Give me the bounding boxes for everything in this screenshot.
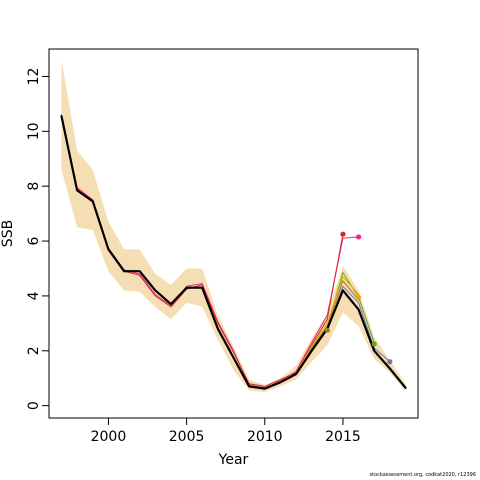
y-tick-label: 8 bbox=[26, 182, 42, 191]
y-axis: 0 2 4 6 8 10 12 bbox=[26, 68, 50, 410]
x-axis-label: Year bbox=[218, 452, 249, 468]
series-layer bbox=[60, 114, 407, 390]
y-tick-label: 0 bbox=[26, 401, 42, 410]
x-tick-label: 2000 bbox=[91, 429, 127, 445]
end-point-4 bbox=[355, 294, 362, 300]
end-point-2 bbox=[355, 234, 362, 240]
ssb-estimate-line bbox=[60, 115, 407, 390]
end-point-3 bbox=[324, 327, 330, 333]
y-tick-label: 6 bbox=[26, 237, 42, 246]
x-tick-label: 2005 bbox=[169, 429, 205, 445]
x-axis: 2000 2005 2010 2015 bbox=[91, 417, 361, 445]
end-point-1 bbox=[340, 231, 346, 237]
confidence-band-layer bbox=[61, 60, 406, 392]
footer-credit: stockassessment.org, codkat2020, r12396 bbox=[369, 472, 476, 478]
y-tick-label: 4 bbox=[26, 291, 42, 300]
x-tick-label: 2015 bbox=[325, 429, 361, 445]
end-point-5 bbox=[371, 341, 377, 347]
confidence-band bbox=[61, 60, 406, 392]
y-axis-label: SSB bbox=[0, 220, 16, 247]
x-tick-label: 2010 bbox=[247, 429, 283, 445]
end-points-layer bbox=[324, 231, 393, 365]
retro-line-5 bbox=[295, 276, 360, 374]
y-tick-label: 12 bbox=[26, 68, 42, 86]
end-point-6 bbox=[387, 359, 393, 365]
y-tick-label: 10 bbox=[26, 122, 42, 140]
y-tick-label: 2 bbox=[26, 346, 42, 355]
